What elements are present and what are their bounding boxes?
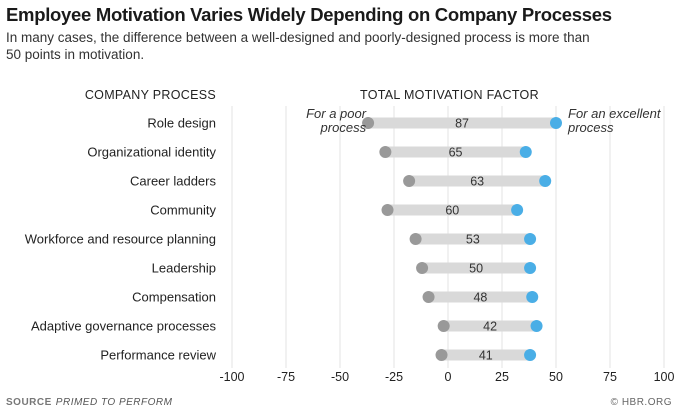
poor-process-dot bbox=[403, 175, 416, 187]
category-label: Career ladders bbox=[130, 174, 216, 189]
excellent-process-dot bbox=[519, 146, 532, 158]
x-tick-label: 50 bbox=[549, 370, 563, 384]
x-tick-label: -75 bbox=[277, 370, 295, 384]
hbr-credit: © HBR.ORG bbox=[610, 397, 672, 408]
difference-label: 53 bbox=[466, 233, 480, 247]
poor-process-dot bbox=[416, 262, 429, 274]
chart-subtitle: In many cases, the difference between a … bbox=[6, 30, 590, 62]
x-tick-label: 100 bbox=[654, 370, 675, 384]
excellent-process-dot bbox=[524, 349, 537, 361]
poor-process-dot bbox=[381, 204, 394, 216]
category-label: Performance review bbox=[100, 348, 216, 363]
source-label: SOURCE bbox=[6, 397, 52, 408]
x-tick-label: -25 bbox=[385, 370, 403, 384]
excellent-process-dot bbox=[550, 117, 562, 129]
x-tick-label: 0 bbox=[445, 370, 452, 384]
motivation-factor-header: TOTAL MOTIVATION FACTOR bbox=[360, 88, 539, 102]
excellent-process-dot bbox=[526, 291, 539, 303]
poor-process-dot bbox=[409, 233, 422, 245]
category-label: Community bbox=[150, 203, 216, 218]
poor-process-dot bbox=[362, 117, 375, 129]
excellent-process-dot bbox=[530, 320, 543, 332]
category-label: Role design bbox=[147, 116, 216, 131]
difference-label: 41 bbox=[479, 349, 493, 363]
category-label: Organizational identity bbox=[87, 145, 216, 160]
category-label: Adaptive governance processes bbox=[31, 319, 217, 334]
excellent-process-dot bbox=[539, 175, 552, 187]
poor-process-dot bbox=[435, 349, 448, 361]
poor-process-dot bbox=[437, 320, 450, 332]
poor-process-annotation: For a poor process bbox=[306, 106, 367, 135]
company-process-header: COMPANY PROCESS bbox=[84, 88, 216, 102]
excellent-process-dot bbox=[511, 204, 524, 216]
x-tick-label: 25 bbox=[495, 370, 509, 384]
difference-label: 87 bbox=[455, 117, 469, 131]
category-label: Leadership bbox=[152, 261, 216, 276]
source-note: SOURCE PRIMED TO PERFORM bbox=[6, 397, 172, 408]
difference-label: 50 bbox=[469, 262, 483, 276]
chart-title: Employee Motivation Varies Widely Depend… bbox=[6, 4, 612, 25]
source-text: PRIMED TO PERFORM bbox=[55, 397, 173, 408]
difference-label: 42 bbox=[483, 320, 497, 334]
difference-label: 48 bbox=[473, 291, 487, 305]
poor-process-dot bbox=[422, 291, 435, 303]
excellent-process-dot bbox=[524, 233, 537, 245]
x-tick-label: -100 bbox=[219, 370, 244, 384]
category-label: Compensation bbox=[132, 290, 216, 305]
x-tick-label: 75 bbox=[603, 370, 617, 384]
category-label: Workforce and resource planning bbox=[25, 232, 216, 247]
poor-process-dot bbox=[379, 146, 392, 158]
x-tick-label: -50 bbox=[331, 370, 349, 384]
excellent-process-annotation: For an excellent process bbox=[567, 106, 662, 135]
difference-label: 60 bbox=[445, 204, 459, 218]
difference-label: 65 bbox=[449, 146, 463, 160]
difference-label: 63 bbox=[470, 175, 484, 189]
excellent-process-dot bbox=[524, 262, 537, 274]
